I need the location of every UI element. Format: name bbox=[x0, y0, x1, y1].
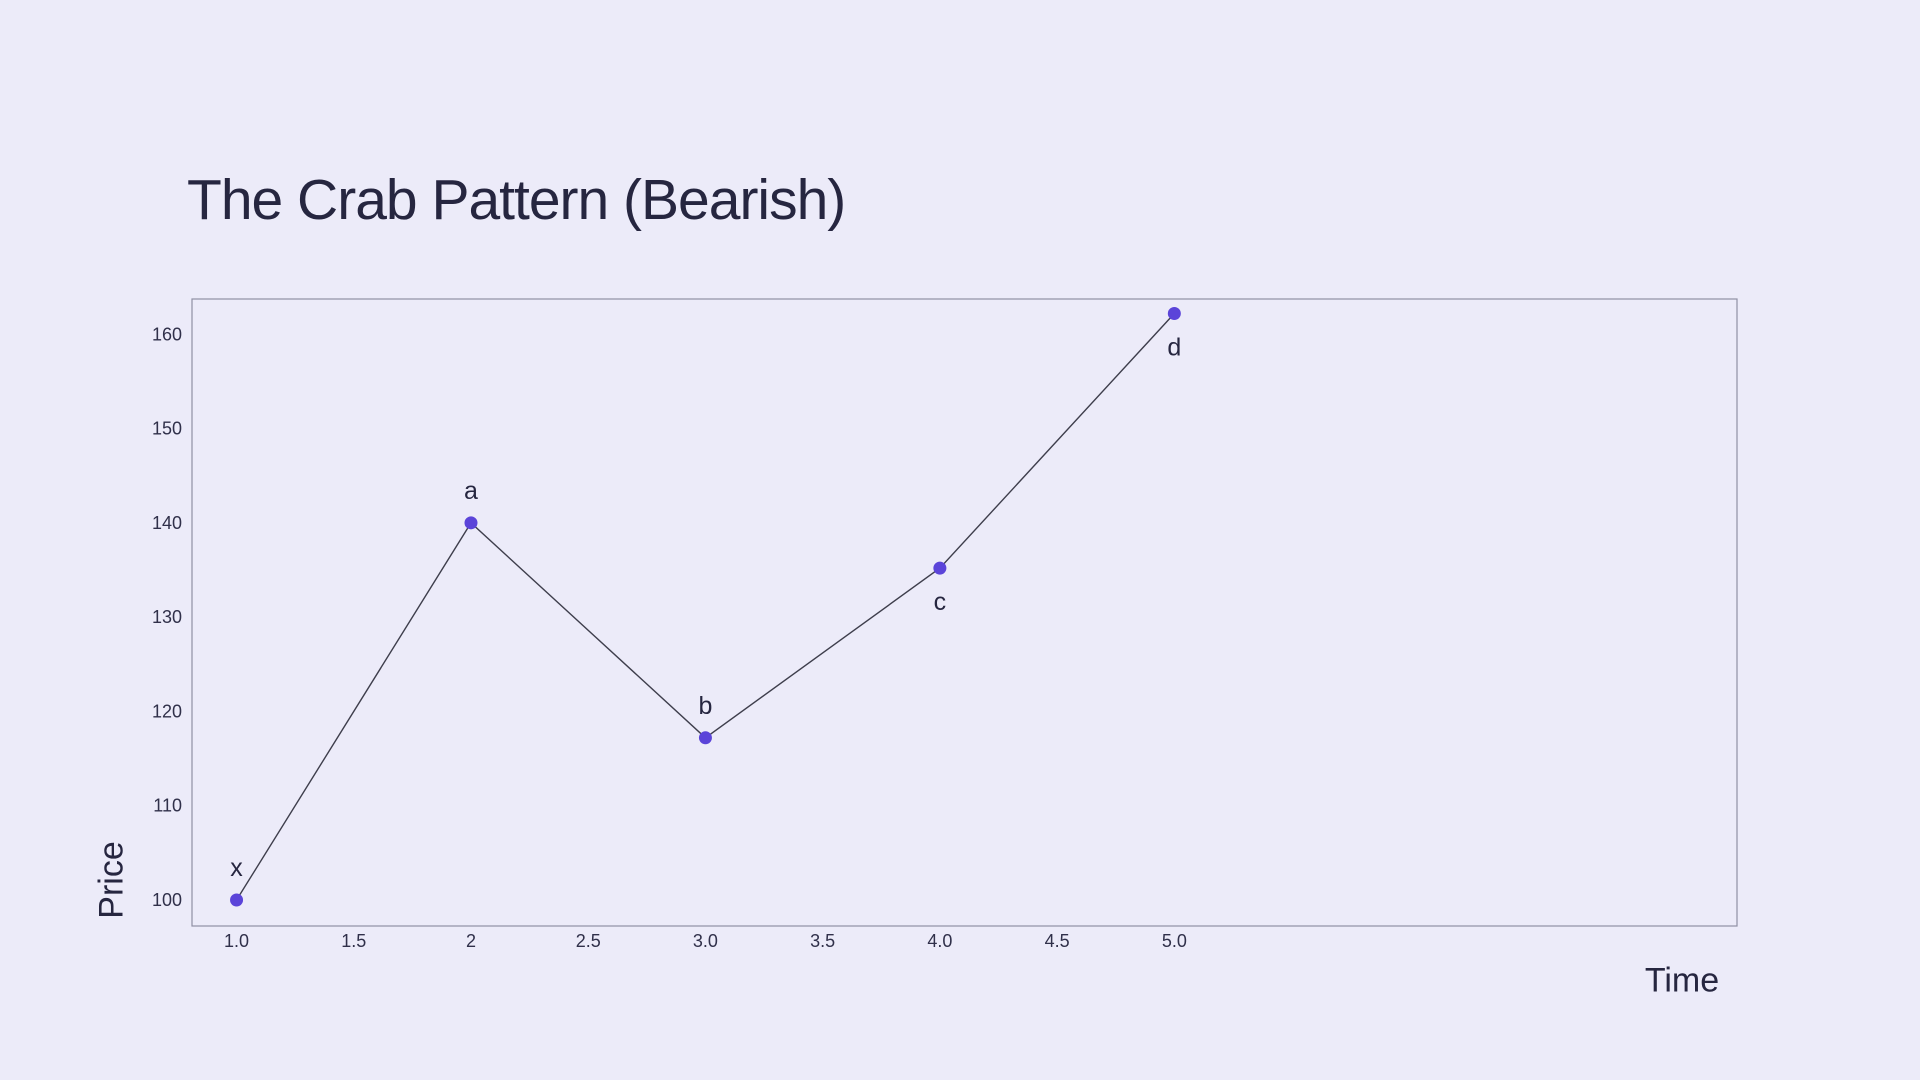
y-tick-label: 100 bbox=[152, 890, 182, 910]
point-label-x: x bbox=[230, 854, 243, 882]
x-tick-label: 2.5 bbox=[576, 931, 601, 951]
chart-title: The Crab Pattern (Bearish) bbox=[187, 168, 846, 232]
x-tick-label: 4.0 bbox=[927, 931, 952, 951]
data-point-x bbox=[230, 893, 244, 907]
y-tick-label: 110 bbox=[153, 796, 182, 816]
x-tick-label: 3.5 bbox=[810, 931, 835, 951]
x-tick-label: 4.5 bbox=[1045, 931, 1070, 951]
x-axis-label: Time bbox=[1644, 961, 1720, 1000]
point-label-a: a bbox=[464, 477, 478, 505]
y-tick-label: 150 bbox=[152, 419, 182, 439]
y-tick-label: 120 bbox=[152, 701, 182, 721]
x-tick-label: 2 bbox=[466, 931, 476, 951]
data-point-d bbox=[1167, 307, 1181, 321]
price-line bbox=[235, 313, 1175, 901]
x-tick-label: 5.0 bbox=[1162, 931, 1187, 951]
y-tick-label: 160 bbox=[152, 324, 182, 344]
plot-border bbox=[191, 298, 1738, 927]
x-tick-label: 3.0 bbox=[693, 931, 718, 951]
x-tick-label: 1.5 bbox=[341, 931, 366, 951]
data-point-b bbox=[698, 731, 712, 745]
x-tick-label: 1.0 bbox=[224, 931, 249, 951]
point-label-b: b bbox=[698, 692, 712, 720]
y-tick-label: 140 bbox=[152, 513, 182, 533]
data-point-a bbox=[464, 516, 478, 530]
data-point-c bbox=[933, 561, 947, 575]
y-tick-label: 130 bbox=[152, 607, 182, 627]
point-label-c: c bbox=[934, 588, 947, 616]
point-label-d: d bbox=[1167, 334, 1181, 362]
